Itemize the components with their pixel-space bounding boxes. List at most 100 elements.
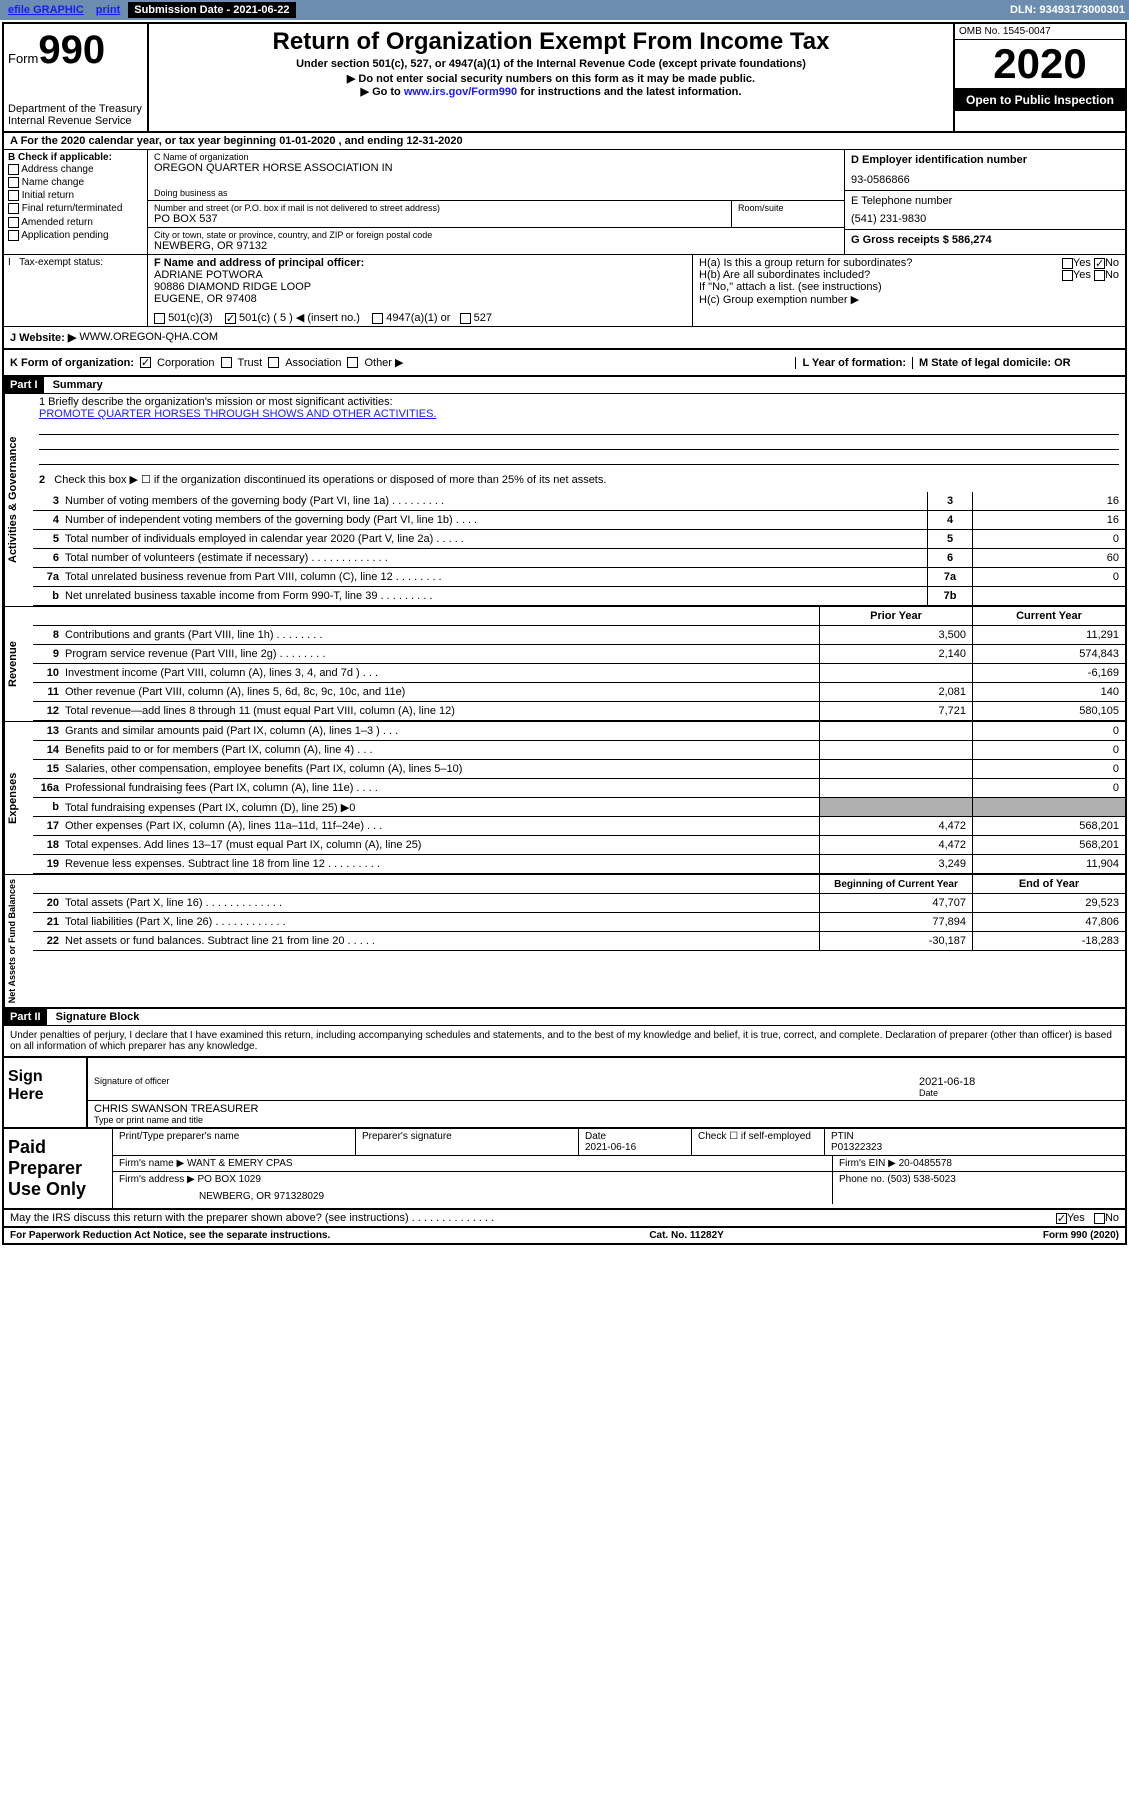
firm-addr1: PO BOX 1029 xyxy=(198,1174,261,1185)
ptin-value: P01322323 xyxy=(831,1142,882,1153)
section-b: B Check if applicable: Address change Na… xyxy=(4,150,148,254)
m-label: M State of legal domicile: OR xyxy=(912,357,1119,369)
section-h: H(a) Is this a group return for subordin… xyxy=(693,255,1125,326)
website-url: WWW.OREGON-QHA.COM xyxy=(79,331,218,344)
governance-section: Activities & Governance 1 Briefly descri… xyxy=(4,394,1125,606)
paid-preparer-section: Paid Preparer Use Only Print/Type prepar… xyxy=(4,1127,1125,1210)
self-employed-check[interactable]: Check ☐ if self-employed xyxy=(692,1129,825,1155)
irs-gov-link[interactable]: www.irs.gov/Form990 xyxy=(404,86,517,98)
ein-label: D Employer identification number xyxy=(851,154,1119,166)
summary-row-3: 3Number of voting members of the governi… xyxy=(33,492,1125,511)
mission-text: PROMOTE QUARTER HORSES THROUGH SHOWS AND… xyxy=(39,408,1119,420)
balance-row-20: 20Total assets (Part X, line 16) . . . .… xyxy=(33,894,1125,913)
mission-row: 1 Briefly describe the organization's mi… xyxy=(33,394,1125,467)
revenue-row-9: 9Program service revenue (Part VIII, lin… xyxy=(33,645,1125,664)
section-klm: K Form of organization: Corporation Trus… xyxy=(4,350,1125,377)
part-1-badge: Part I xyxy=(4,377,44,393)
netassets-section: Net Assets or Fund Balances Beginning of… xyxy=(4,874,1125,1007)
line-2: 2 Check this box ▶ ☐ if the organization… xyxy=(33,467,1125,492)
revenue-row-10: 10Investment income (Part VIII, column (… xyxy=(33,664,1125,683)
form-title: Return of Organization Exempt From Incom… xyxy=(153,28,949,56)
sig-date-label: Date xyxy=(919,1088,1119,1098)
section-deg: D Employer identification number 93-0586… xyxy=(845,150,1125,254)
ein-value: 93-0586866 xyxy=(851,174,1119,186)
topbar: efile GRAPHIC print Submission Date - 20… xyxy=(0,0,1129,20)
website-label: J Website: ▶ xyxy=(10,331,76,344)
footer: For Paperwork Reduction Act Notice, see … xyxy=(4,1228,1125,1243)
check-initial-return[interactable]: Initial return xyxy=(8,189,143,202)
discuss-row: May the IRS discuss this return with the… xyxy=(4,1210,1125,1228)
balance-row-22: 22Net assets or fund balances. Subtract … xyxy=(33,932,1125,951)
part-2-title: Signature Block xyxy=(50,1009,146,1025)
paid-preparer-label: Paid Preparer Use Only xyxy=(4,1129,112,1208)
print-link[interactable]: print xyxy=(92,4,124,16)
expense-row-13: 13Grants and similar amounts paid (Part … xyxy=(33,722,1125,741)
check-name-change[interactable]: Name change xyxy=(8,176,143,189)
firm-ein: 20-0485578 xyxy=(899,1158,952,1169)
expense-row-16a: 16aProfessional fundraising fees (Part I… xyxy=(33,779,1125,798)
sig-officer-label: Signature of officer xyxy=(94,1076,919,1086)
org-address: PO BOX 537 xyxy=(154,213,725,225)
paperwork-notice: For Paperwork Reduction Act Notice, see … xyxy=(10,1230,330,1241)
part-2-badge: Part II xyxy=(4,1009,47,1025)
firm-name: WANT & EMERY CPAS xyxy=(187,1158,293,1169)
city-label: City or town, state or province, country… xyxy=(154,230,838,240)
l-label: L Year of formation: xyxy=(795,357,906,369)
org-name: OREGON QUARTER HORSE ASSOCIATION IN xyxy=(154,162,838,174)
revenue-row-12: 12Total revenue—add lines 8 through 11 (… xyxy=(33,702,1125,721)
efile-link[interactable]: efile GRAPHIC xyxy=(4,4,88,16)
officer-printed-name: CHRIS SWANSON TREASURER xyxy=(94,1103,258,1115)
org-name-label: C Name of organization xyxy=(154,152,838,162)
prep-name-header: Print/Type preparer's name xyxy=(113,1129,356,1155)
dln: DLN: 93493173000301 xyxy=(1010,4,1125,16)
officer-label: F Name and address of principal officer: xyxy=(154,257,686,269)
summary-row-4: 4Number of independent voting members of… xyxy=(33,511,1125,530)
end-year-header: End of Year xyxy=(972,875,1125,893)
declaration: Under penalties of perjury, I declare th… xyxy=(4,1026,1125,1058)
revenue-row-11: 11Other revenue (Part VIII, column (A), … xyxy=(33,683,1125,702)
netassets-label: Net Assets or Fund Balances xyxy=(4,875,33,1007)
hb-note: If "No," attach a list. (see instruction… xyxy=(699,281,1119,293)
phone-value: (541) 231-9830 xyxy=(851,213,1119,225)
expenses-label: Expenses xyxy=(4,722,33,874)
open-inspection: Open to Public Inspection xyxy=(955,89,1125,111)
section-b-label: B Check if applicable: xyxy=(8,152,143,163)
section-a: A For the 2020 calendar year, or tax yea… xyxy=(4,133,1125,150)
balance-row-21: 21Total liabilities (Part X, line 26) . … xyxy=(33,913,1125,932)
tax-exempt-label: I Tax-exempt status: xyxy=(8,257,143,268)
balance-header-row: Beginning of Current Year End of Year xyxy=(33,875,1125,894)
form-number: 990 xyxy=(38,28,105,72)
revenue-label: Revenue xyxy=(4,607,33,721)
cat-number: Cat. No. 11282Y xyxy=(649,1230,723,1241)
hb-label: H(b) Are all subordinates included? xyxy=(699,269,870,281)
expense-row-19: 19Revenue less expenses. Subtract line 1… xyxy=(33,855,1125,874)
governance-label: Activities & Governance xyxy=(4,394,33,606)
check-final-return[interactable]: Final return/terminated xyxy=(8,202,143,215)
summary-row-7a: 7aTotal unrelated business revenue from … xyxy=(33,568,1125,587)
part-1-title: Summary xyxy=(47,377,109,393)
expense-row-18: 18Total expenses. Add lines 13–17 (must … xyxy=(33,836,1125,855)
tax-exempt-options: 501(c)(3) 501(c) ( 5 ) ◀ (insert no.) 49… xyxy=(154,311,686,324)
ha-label: H(a) Is this a group return for subordin… xyxy=(699,257,912,269)
addr-label: Number and street (or P.O. box if mail i… xyxy=(154,203,725,213)
dba-label: Doing business as xyxy=(154,188,838,198)
check-address-change[interactable]: Address change xyxy=(8,163,143,176)
form-subtitle: Under section 501(c), 527, or 4947(a)(1)… xyxy=(153,58,949,70)
year-header-row: Prior Year Current Year xyxy=(33,607,1125,626)
expense-row-17: 17Other expenses (Part IX, column (A), l… xyxy=(33,817,1125,836)
firm-addr2: NEWBERG, OR 971328029 xyxy=(119,1185,826,1202)
form-footer: Form 990 (2020) xyxy=(1043,1230,1119,1241)
room-label: Room/suite xyxy=(738,203,838,213)
tax-status-left: I Tax-exempt status: xyxy=(4,255,148,326)
check-pending[interactable]: Application pending xyxy=(8,229,143,242)
form-word: Form xyxy=(8,51,38,66)
prior-year-header: Prior Year xyxy=(819,607,972,625)
tax-year: 2020 xyxy=(955,40,1125,89)
check-amended[interactable]: Amended return xyxy=(8,216,143,229)
summary-row-b: bNet unrelated business taxable income f… xyxy=(33,587,1125,606)
expenses-section: Expenses 13Grants and similar amounts pa… xyxy=(4,721,1125,874)
expense-row-14: 14Benefits paid to or for members (Part … xyxy=(33,741,1125,760)
part-1-header: Part I Summary xyxy=(4,377,1125,394)
header-left: Form990 Department of the Treasury Inter… xyxy=(4,24,149,131)
expense-row-15: 15Salaries, other compensation, employee… xyxy=(33,760,1125,779)
